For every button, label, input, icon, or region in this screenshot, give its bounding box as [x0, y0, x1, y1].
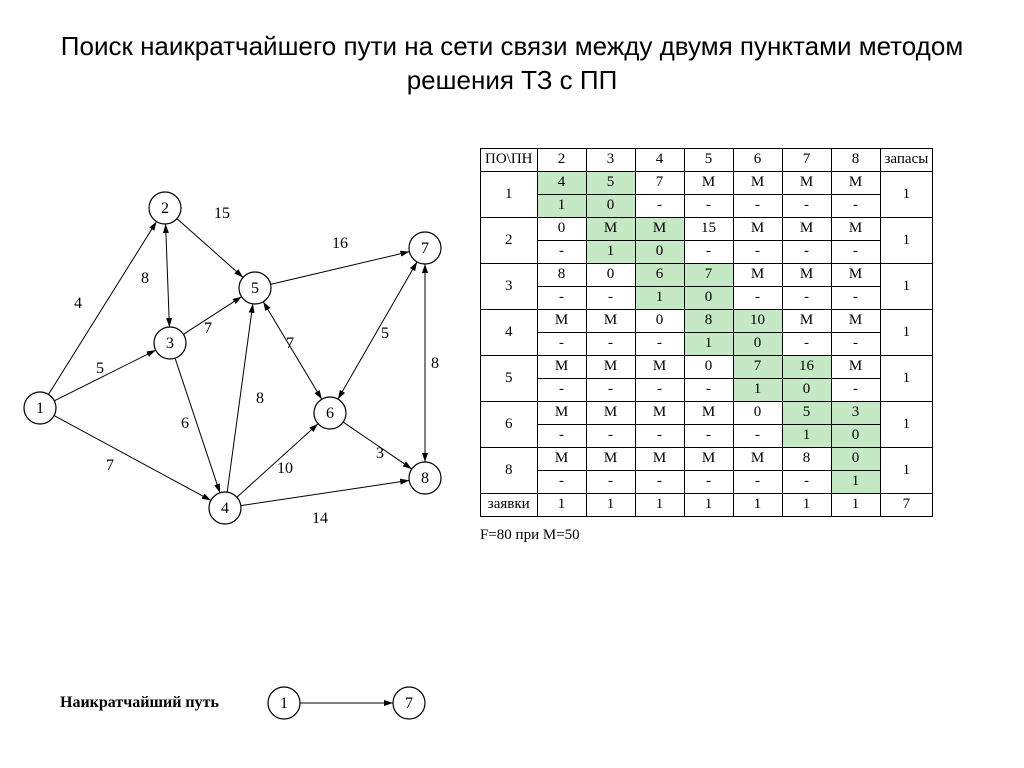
svg-text:4: 4: [74, 295, 82, 312]
svg-text:2: 2: [161, 200, 169, 217]
svg-text:1: 1: [36, 400, 44, 417]
svg-text:6: 6: [181, 415, 189, 432]
svg-text:7: 7: [286, 335, 294, 352]
svg-text:14: 14: [312, 510, 328, 527]
svg-text:7: 7: [106, 457, 114, 474]
svg-text:7: 7: [405, 695, 413, 712]
shortest-path-graph: 17: [259, 678, 439, 728]
svg-text:10: 10: [277, 460, 293, 477]
svg-text:3: 3: [376, 445, 384, 462]
svg-text:8: 8: [256, 390, 264, 407]
svg-text:7: 7: [204, 320, 212, 337]
shortest-path-label: Наикратчайший путь: [60, 694, 219, 712]
transport-table: ПО\ПН2345678запасы1457MMMM110-----20MM15…: [480, 148, 933, 517]
svg-text:15: 15: [214, 205, 230, 222]
svg-text:4: 4: [221, 500, 229, 517]
svg-text:8: 8: [421, 470, 429, 487]
shortest-path-row: Наикратчайший путь 17: [60, 678, 439, 728]
svg-text:16: 16: [332, 235, 348, 252]
svg-text:5: 5: [381, 325, 389, 342]
network-graph: 4 5 7 15 8 7 6 8 10 14 7 16 3 5 8 1 2 3 4 5 6 7 8: [0, 148, 480, 568]
svg-text:1: 1: [280, 695, 288, 712]
svg-text:8: 8: [141, 270, 149, 287]
svg-text:6: 6: [326, 405, 334, 422]
page-title: Поиск наикратчайшего пути на сети связи …: [0, 0, 1024, 98]
footer-formula: F=80 при M=50: [480, 517, 1000, 544]
svg-text:7: 7: [421, 240, 429, 257]
svg-text:5: 5: [251, 280, 259, 297]
svg-text:5: 5: [96, 360, 104, 377]
svg-text:8: 8: [431, 355, 439, 372]
svg-text:3: 3: [166, 335, 174, 352]
